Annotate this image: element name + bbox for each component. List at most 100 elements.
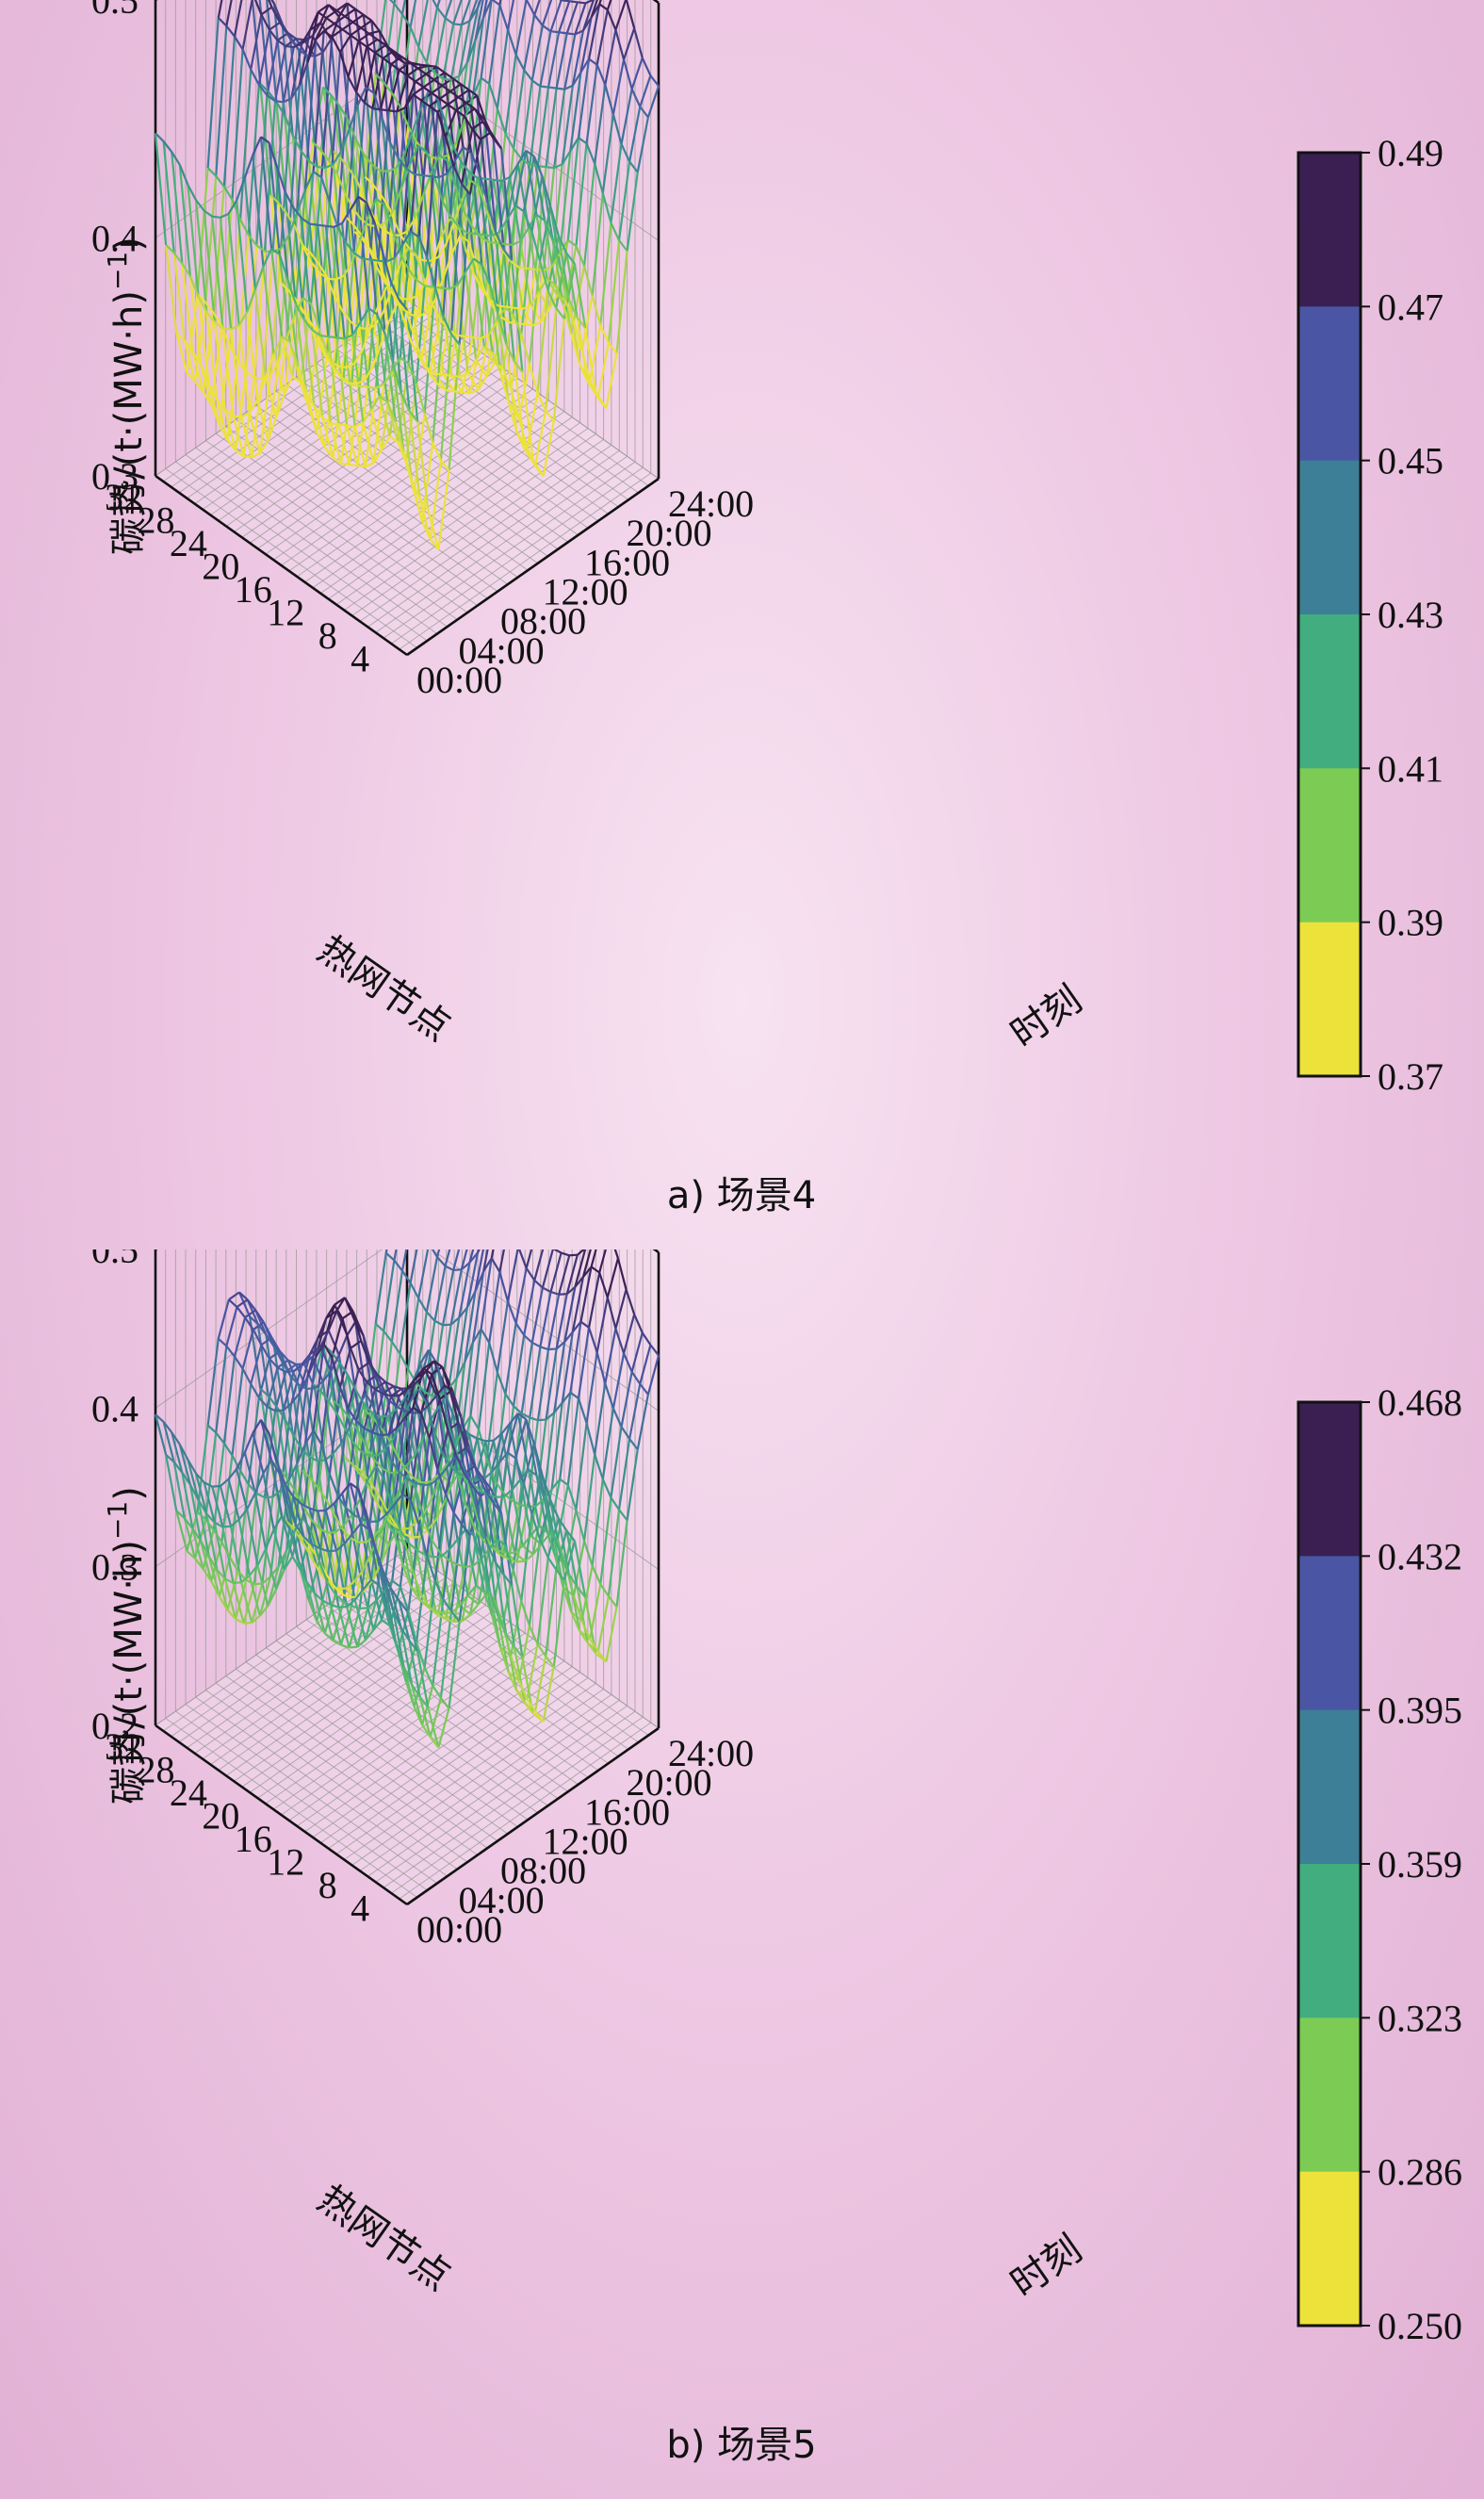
surface-segment <box>387 166 397 172</box>
surface-segment <box>320 349 332 362</box>
surface-segment <box>405 1477 416 1484</box>
surface-segment <box>458 1306 468 1318</box>
surface-segment <box>503 1489 514 1498</box>
surface-segment <box>393 3 403 15</box>
surface-segment <box>417 1298 428 1313</box>
surface-segment <box>361 1450 370 1457</box>
surface-segment <box>312 334 323 351</box>
surface-segment <box>375 383 385 389</box>
colorbar-tick-label: 0.37 <box>1378 1055 1443 1098</box>
surface-segment <box>485 177 495 181</box>
surface-segment <box>175 332 186 342</box>
surface-segment <box>483 1490 495 1504</box>
surface-segment <box>415 1556 429 1643</box>
surface-segment <box>233 1581 242 1584</box>
surface-segment <box>518 1250 528 1269</box>
surface-segment <box>459 371 469 378</box>
surface-segment <box>357 1369 368 1383</box>
surface-segment <box>267 416 278 441</box>
surface-segment <box>273 45 287 102</box>
surface-segment <box>252 1432 265 1474</box>
surface-segment <box>596 1650 608 1663</box>
surface-segment <box>365 1445 376 1461</box>
surface-segment <box>451 145 463 162</box>
surface-segment <box>297 1384 311 1457</box>
surface-segment <box>405 1610 419 1652</box>
surface-segment <box>468 1495 481 1536</box>
surface-segment <box>223 410 237 451</box>
surface-segment <box>262 1473 275 1530</box>
surface-segment <box>364 175 374 186</box>
surface-segment <box>188 1484 203 1542</box>
surface-segment <box>599 324 610 344</box>
surface-segment <box>356 1639 367 1648</box>
surface-segment <box>390 56 402 65</box>
surface-segment <box>420 1396 434 1483</box>
surface-segment <box>269 248 283 375</box>
surface-segment <box>204 1432 218 1520</box>
surface-segment <box>526 1420 539 1508</box>
surface-segment <box>247 234 258 247</box>
surface-segment <box>308 1455 318 1462</box>
surface-segment <box>248 1564 259 1576</box>
surface-segment <box>331 1318 344 1359</box>
surface-segment <box>409 1282 420 1299</box>
surface-segment <box>372 1619 383 1631</box>
surface-segment <box>183 340 194 352</box>
surface-segment <box>202 1568 213 1582</box>
surface-segment <box>353 1464 364 1474</box>
surface-segment <box>408 1542 418 1552</box>
surface-segment <box>530 24 544 81</box>
surface-segment <box>450 235 462 254</box>
surface-segment <box>543 266 553 272</box>
surface-segment <box>273 1371 287 1412</box>
surface-segment <box>278 1473 289 1504</box>
surface-segment <box>262 248 273 268</box>
surface-segment <box>583 1540 594 1566</box>
surface-segment <box>546 32 561 88</box>
surface-segment <box>404 1681 416 1707</box>
surface-segment <box>363 153 373 166</box>
colorbar-tick-label: 0.323 <box>1378 1997 1462 2039</box>
surface-segment <box>431 91 441 100</box>
surface-segment <box>427 1707 440 1748</box>
surface-segment <box>432 237 443 260</box>
surface-segment <box>310 1518 320 1529</box>
surface-segment <box>183 1517 197 1560</box>
surface-segment <box>271 1410 285 1497</box>
surface-segment <box>480 236 493 339</box>
surface-segment <box>337 16 351 129</box>
surface-segment <box>542 1286 552 1293</box>
surface-segment <box>334 295 344 313</box>
surface-segment <box>455 1361 466 1380</box>
surface-segment <box>455 1307 468 1379</box>
surface-segment <box>417 1524 429 1557</box>
time-tick-label: 04:00 <box>459 629 545 672</box>
surface-segment <box>528 1539 542 1626</box>
surface-segment <box>469 1603 480 1615</box>
surface-segment <box>171 152 184 264</box>
surface-segment <box>353 1570 364 1582</box>
surface-segment <box>288 1529 300 1560</box>
surface-segment <box>343 1456 353 1465</box>
surface-segment <box>547 86 557 90</box>
surface-segment <box>435 96 447 122</box>
surface-segment <box>236 1468 249 1510</box>
surface-segment <box>468 1433 479 1440</box>
surface-segment <box>257 29 271 86</box>
surface-segment <box>393 107 406 258</box>
surface-segment <box>296 301 307 316</box>
surface-segment <box>418 498 432 540</box>
surface-segment <box>411 1684 421 1698</box>
surface-segment <box>560 1556 573 1613</box>
surface-segment <box>425 151 436 177</box>
surface-segment <box>364 1427 373 1434</box>
surface-segment <box>327 1530 336 1534</box>
surface-segment <box>341 1318 352 1349</box>
surface-segment <box>527 267 536 271</box>
surface-segment <box>266 1405 276 1413</box>
surface-segment <box>410 1684 424 1725</box>
surface-segment <box>353 252 363 260</box>
surface-segment <box>283 1556 294 1571</box>
surface-segment <box>337 424 351 466</box>
